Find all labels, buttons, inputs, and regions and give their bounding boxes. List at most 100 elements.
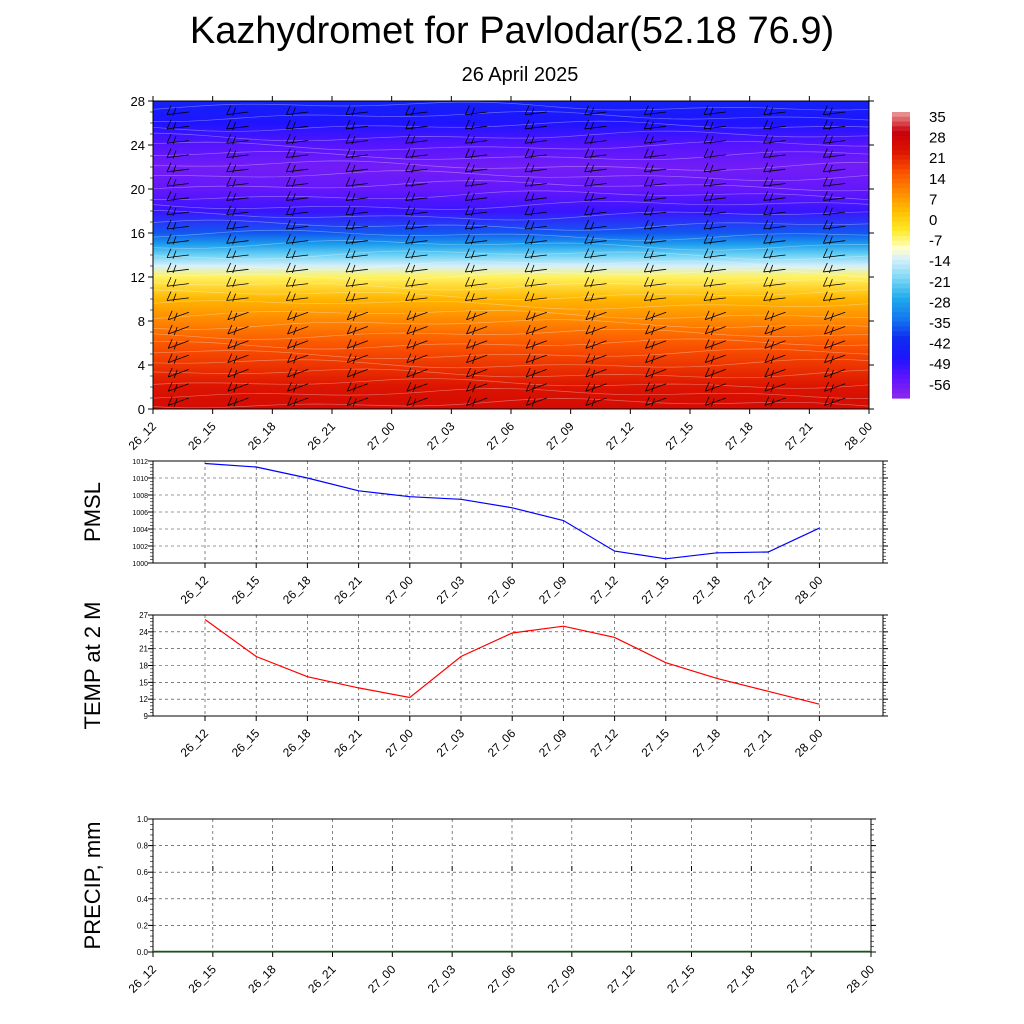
wind-barb	[763, 205, 786, 216]
wind-barb	[763, 248, 786, 259]
colorbar-band	[892, 126, 910, 132]
wind-barb	[763, 105, 786, 116]
colorbar-band	[892, 278, 910, 285]
wind-barb	[822, 148, 846, 159]
x-tick-label: 27_18	[690, 726, 724, 760]
wind-barb	[584, 234, 607, 245]
wind-barb	[824, 367, 846, 379]
wind-barb	[466, 324, 488, 336]
wind-barb	[763, 291, 786, 302]
y-tick-label: 0	[138, 402, 145, 417]
colorbar-band	[892, 374, 910, 380]
colorbar-band	[892, 355, 910, 361]
colorbar-band	[892, 255, 910, 261]
wind-barb	[645, 310, 667, 321]
y-tick-label: 1012	[132, 459, 148, 466]
wind-barb	[167, 324, 189, 336]
wind-barb	[703, 191, 726, 202]
x-tick-label: 27_03	[424, 419, 458, 453]
wind-barb	[763, 162, 786, 173]
wind-barb	[524, 248, 547, 259]
y-tick-label: 16	[131, 226, 145, 241]
wind-barb	[227, 310, 249, 321]
wind-barb	[405, 205, 428, 216]
x-tick-label: 26_12	[178, 573, 212, 607]
x-tick-label: 26_18	[245, 962, 279, 996]
wind-barb	[643, 119, 667, 131]
wind-barb	[345, 219, 368, 231]
x-tick-label: 26_21	[331, 573, 365, 607]
x-tick-label: 27_00	[365, 962, 399, 996]
wind-barb	[405, 162, 428, 173]
wind-barb	[285, 105, 309, 116]
wind-barb	[763, 176, 786, 188]
wind-barb	[345, 148, 368, 159]
wind-barb	[405, 134, 428, 145]
x-tick-label: 28_00	[792, 726, 826, 760]
colorbar-label: 35	[929, 109, 946, 126]
wind-barb	[524, 191, 547, 202]
wind-barb	[406, 367, 428, 379]
wind-barb	[285, 176, 309, 188]
wind-barb	[226, 134, 249, 145]
colorbar-label: 14	[929, 171, 946, 188]
wind-barb	[524, 105, 547, 116]
x-tick-label: 28_00	[842, 419, 876, 453]
wind-barb	[643, 176, 667, 188]
wind-barb	[405, 148, 428, 159]
wind-barb	[285, 191, 309, 202]
wind-barb	[824, 324, 846, 336]
wind-barb	[227, 339, 249, 350]
wind-barb	[345, 234, 368, 245]
wind-barb	[524, 205, 547, 216]
colorbar-label: -56	[929, 377, 951, 394]
wind-barb	[287, 339, 309, 350]
colorbar-band	[892, 359, 910, 366]
wind-barb	[226, 119, 249, 131]
x-tick-label: 27_09	[536, 726, 570, 760]
wind-barb	[466, 310, 488, 321]
wind-barb	[643, 105, 667, 116]
wind-barb	[346, 339, 368, 350]
y-tick-label: 15	[139, 678, 148, 687]
colorbar-band	[892, 193, 910, 199]
wind-barb	[285, 205, 309, 216]
wind-barb	[584, 162, 607, 173]
wind-barb	[406, 310, 428, 321]
x-tick-label: 27_18	[722, 419, 756, 453]
wind-barb	[645, 382, 667, 393]
colorbar-band	[892, 221, 910, 227]
colorbar-label: -14	[929, 253, 951, 270]
wind-barb	[524, 162, 547, 173]
wind-barb	[645, 396, 667, 407]
colorbar-band	[892, 250, 910, 256]
wind-barb	[584, 262, 607, 274]
wind-barb	[345, 191, 368, 202]
cross-section-panel: 0 4 8 12 16 20 24 28 26_12 26_15 26_18 26_21 27_00 27…	[126, 94, 876, 453]
wind-barb	[227, 324, 249, 336]
wind-barb	[345, 176, 368, 188]
y-tick-label: 24	[139, 628, 148, 637]
wind-barb	[285, 291, 309, 302]
wind-barb	[345, 105, 368, 116]
wind-barb	[167, 396, 189, 407]
wind-barb	[704, 310, 726, 321]
wind-barb	[346, 324, 368, 336]
wind-barb	[585, 324, 607, 336]
x-tick-label: 26_12	[126, 962, 160, 996]
x-tick-label: 27_06	[485, 962, 519, 996]
x-tick-label: 26_21	[305, 962, 339, 996]
wind-barb	[824, 353, 846, 364]
y-tick-label: 12	[131, 270, 145, 285]
wind-barb	[704, 382, 726, 393]
wind-barb	[525, 339, 547, 350]
wind-barb	[346, 353, 368, 364]
wind-barb	[167, 339, 189, 350]
wind-barb	[643, 191, 667, 202]
wind-barb	[464, 191, 488, 202]
wind-barb	[524, 291, 547, 302]
wind-barb	[287, 382, 309, 393]
wind-barb	[166, 134, 189, 145]
colorbar-band	[892, 183, 910, 189]
y-tick-label: 1004	[132, 527, 148, 534]
